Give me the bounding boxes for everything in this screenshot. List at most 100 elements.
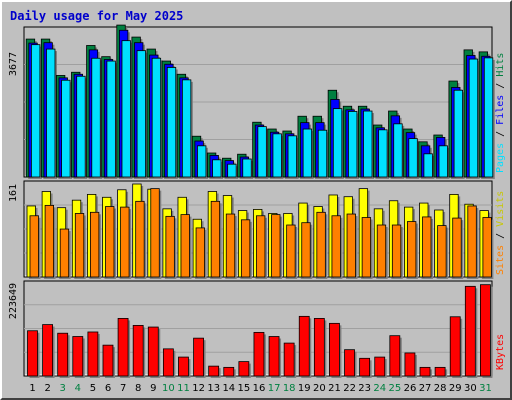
day-label-24: 24: [373, 383, 386, 394]
pages-bar-day-8: [136, 50, 146, 178]
pages-bar-day-26: [408, 138, 418, 178]
visits-legend-visits: Visits: [495, 191, 506, 227]
kbytes-bar-day-6: [102, 344, 114, 377]
sites-bar-day-29: [452, 217, 462, 278]
hits-legend-files: Files: [495, 95, 506, 125]
sites-bar-day-5: [89, 211, 100, 278]
pages-bar-day-2: [46, 48, 56, 178]
sites-bar-day-15: [240, 219, 251, 278]
kbytes-bar-day-9: [147, 326, 159, 377]
pages-bar-day-27: [423, 153, 433, 178]
day-label-5: 5: [90, 383, 96, 394]
visits-legend: Sites / Visits: [495, 191, 506, 275]
sites-bar-day-1: [29, 215, 39, 278]
day-label-7: 7: [120, 383, 126, 394]
sites-bar-day-13: [210, 200, 221, 278]
day-label-13: 13: [207, 383, 220, 394]
kbytes-bar-day-23: [359, 357, 371, 377]
sites-bar-day-24: [376, 224, 387, 278]
sites-bar-day-4: [74, 213, 85, 278]
kbytes-bar-day-17: [268, 336, 280, 377]
visits-legend-sites: Sites: [495, 245, 506, 275]
sites-bar-day-9: [150, 188, 160, 278]
day-label-21: 21: [328, 383, 341, 394]
kbytes-bar-day-16: [253, 331, 265, 377]
day-label-12: 12: [192, 383, 205, 394]
day-label-9: 9: [150, 383, 156, 394]
chart-title: Daily usage for May 2025: [10, 9, 184, 23]
pages-bar-day-1: [30, 44, 41, 178]
kbytes-bar-day-29: [449, 316, 461, 377]
sites-bar-day-28: [437, 225, 447, 278]
kbytes-bar-day-12: [193, 337, 204, 377]
day-label-22: 22: [343, 383, 356, 394]
kbytes-bar-day-14: [223, 366, 235, 377]
sites-bar-day-18: [286, 224, 296, 278]
kbytes-bar-day-1: [27, 330, 38, 377]
pages-bar-day-5: [91, 57, 101, 178]
pages-bar-day-31: [483, 57, 494, 178]
pages-bar-day-24: [378, 129, 388, 178]
kbytes-bar-day-18: [283, 342, 295, 377]
pages-bar-day-29: [453, 89, 464, 178]
kbytes-bar-day-15: [238, 361, 250, 377]
day-label-26: 26: [404, 383, 417, 394]
kbytes-bar-day-19: [298, 315, 310, 377]
day-label-18: 18: [283, 383, 296, 394]
day-label-10: 10: [162, 383, 175, 394]
pages-bar-day-19: [302, 128, 313, 178]
sites-bar-day-17: [271, 214, 281, 278]
kbytes-bar-day-3: [57, 332, 69, 377]
sites-bar-day-16: [256, 215, 266, 278]
pages-bar-day-9: [151, 57, 162, 178]
day-label-27: 27: [419, 383, 432, 394]
sites-bar-day-6: [105, 206, 115, 278]
visits-max-label: 161: [8, 184, 19, 202]
day-label-29: 29: [449, 383, 462, 394]
kbytes-bar-day-31: [480, 284, 491, 377]
sites-bar-day-19: [301, 222, 311, 278]
sites-bar-day-11: [180, 214, 190, 278]
kbytes-bar-day-30: [464, 285, 476, 377]
day-label-11: 11: [177, 383, 190, 394]
pages-bar-day-3: [61, 79, 71, 178]
kbytes-bar-day-2: [42, 324, 53, 377]
kbytes-bar-day-26: [404, 352, 416, 377]
pages-bar-day-23: [363, 110, 373, 178]
hits-legend-separator: /: [495, 77, 506, 95]
sites-bar-day-25: [391, 224, 402, 278]
pages-bar-day-21: [332, 108, 343, 178]
sites-bar-day-20: [316, 211, 326, 278]
pages-bar-day-20: [317, 129, 328, 178]
sites-bar-day-3: [59, 228, 70, 278]
visits-legend-separator: /: [495, 227, 506, 245]
day-label-8: 8: [135, 383, 141, 394]
pages-bar-day-4: [76, 75, 86, 178]
pages-bar-day-22: [348, 111, 358, 178]
pages-bar-day-28: [438, 145, 448, 178]
pages-bar-day-12: [197, 145, 207, 178]
kbytes-bar-day-7: [117, 318, 129, 377]
day-label-17: 17: [268, 383, 281, 394]
sites-bar-day-7: [120, 206, 130, 278]
day-label-30: 30: [464, 383, 477, 394]
day-label-23: 23: [358, 383, 371, 394]
day-label-6: 6: [105, 383, 111, 394]
hits-legend: Pages / Files / Hits: [495, 53, 506, 173]
kbytes-bar-day-28: [434, 366, 446, 377]
pages-bar-day-11: [181, 79, 192, 178]
kbytes-bar-day-4: [72, 336, 84, 377]
sites-bar-day-10: [165, 215, 175, 278]
sites-bar-day-26: [407, 221, 417, 278]
sites-bar-day-2: [44, 204, 54, 278]
kbytes-max-label: 223649: [8, 283, 19, 319]
day-label-31: 31: [479, 383, 492, 394]
kbytes-bar-day-27: [419, 366, 431, 377]
sites-bar-day-27: [422, 216, 432, 278]
kbytes-legend-kbytes: KBytes: [495, 334, 506, 370]
day-label-14: 14: [222, 383, 235, 394]
pages-bar-day-10: [166, 67, 177, 178]
hits-legend-separator: /: [495, 125, 506, 143]
day-label-15: 15: [238, 383, 251, 394]
